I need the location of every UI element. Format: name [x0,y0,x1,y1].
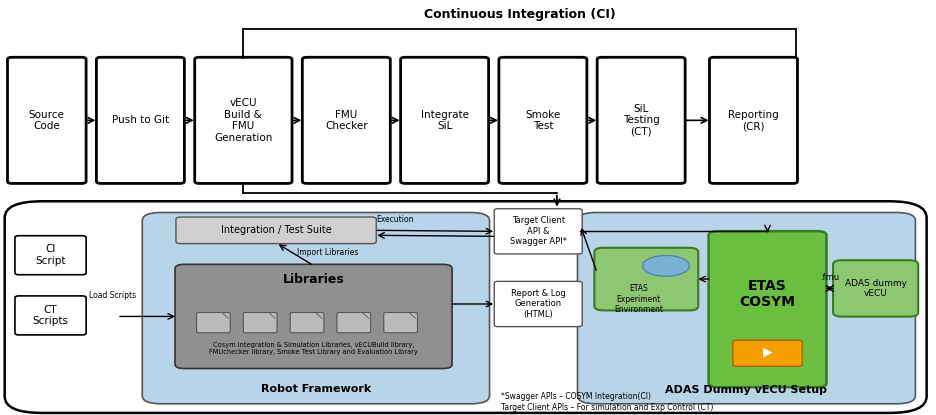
FancyBboxPatch shape [709,57,797,183]
Text: Target Client
API &
Swagger API*: Target Client API & Swagger API* [510,217,566,246]
Text: Target Client APIs – For simulation and Exp Control (CT): Target Client APIs – For simulation and … [501,403,713,413]
Text: SiL
Testing
(CT): SiL Testing (CT) [622,104,660,137]
Text: *Swagger APIs – COSYM Integration(CI): *Swagger APIs – COSYM Integration(CI) [501,392,651,401]
Text: Integrate
SiL: Integrate SiL [420,110,469,131]
Text: .fmu: .fmu [820,273,840,282]
FancyBboxPatch shape [290,312,324,333]
Text: Continuous Integration (CI): Continuous Integration (CI) [424,8,615,21]
FancyBboxPatch shape [7,57,86,183]
FancyBboxPatch shape [384,312,417,333]
Text: Load Scripts: Load Scripts [89,291,136,300]
FancyBboxPatch shape [709,231,826,387]
FancyBboxPatch shape [494,281,582,327]
FancyBboxPatch shape [175,264,452,369]
FancyBboxPatch shape [337,312,371,333]
Text: CT
Scripts: CT Scripts [33,305,68,326]
Text: Report & Log
Generation
(HTML): Report & Log Generation (HTML) [511,289,565,319]
FancyBboxPatch shape [15,296,86,335]
Text: Import Libraries: Import Libraries [297,248,358,257]
Text: FMU
Checker: FMU Checker [325,110,368,131]
Text: ADAS Dummy vECU Setup: ADAS Dummy vECU Setup [665,385,827,395]
Text: Push to Git: Push to Git [111,115,169,125]
FancyBboxPatch shape [243,312,277,333]
FancyBboxPatch shape [597,57,685,183]
Text: Cosym Integration & Simulation Libraries, vECUBuild library,
FMUchecker library,: Cosym Integration & Simulation Libraries… [209,342,418,355]
FancyBboxPatch shape [195,57,292,183]
FancyBboxPatch shape [96,57,184,183]
FancyBboxPatch shape [5,201,927,413]
Text: ETAS
Experiment
Environment: ETAS Experiment Environment [614,284,664,314]
Text: Robot Framework: Robot Framework [261,384,371,394]
FancyBboxPatch shape [197,312,230,333]
FancyBboxPatch shape [302,57,390,183]
FancyBboxPatch shape [833,260,918,317]
FancyBboxPatch shape [401,57,489,183]
Text: ADAS dummy
vECU: ADAS dummy vECU [844,279,907,298]
Text: Source
Code: Source Code [29,110,65,131]
Text: ▶: ▶ [763,346,772,359]
Text: Reporting
(CR): Reporting (CR) [728,110,779,131]
FancyBboxPatch shape [578,212,915,404]
Text: Smoke
Test: Smoke Test [525,110,561,131]
FancyBboxPatch shape [494,209,582,254]
FancyBboxPatch shape [176,217,376,244]
FancyBboxPatch shape [499,57,587,183]
Text: vECU
Build &
FMU
Generation: vECU Build & FMU Generation [214,98,272,143]
Text: Libraries: Libraries [283,273,344,286]
Text: CI
Script: CI Script [36,244,66,266]
Text: ETAS
COSYM: ETAS COSYM [739,279,796,309]
FancyBboxPatch shape [594,248,698,310]
Text: Integration / Test Suite: Integration / Test Suite [221,225,331,235]
Circle shape [643,256,690,276]
FancyBboxPatch shape [142,212,490,404]
FancyBboxPatch shape [733,340,802,366]
Text: Execution: Execution [376,215,414,224]
FancyBboxPatch shape [15,236,86,275]
